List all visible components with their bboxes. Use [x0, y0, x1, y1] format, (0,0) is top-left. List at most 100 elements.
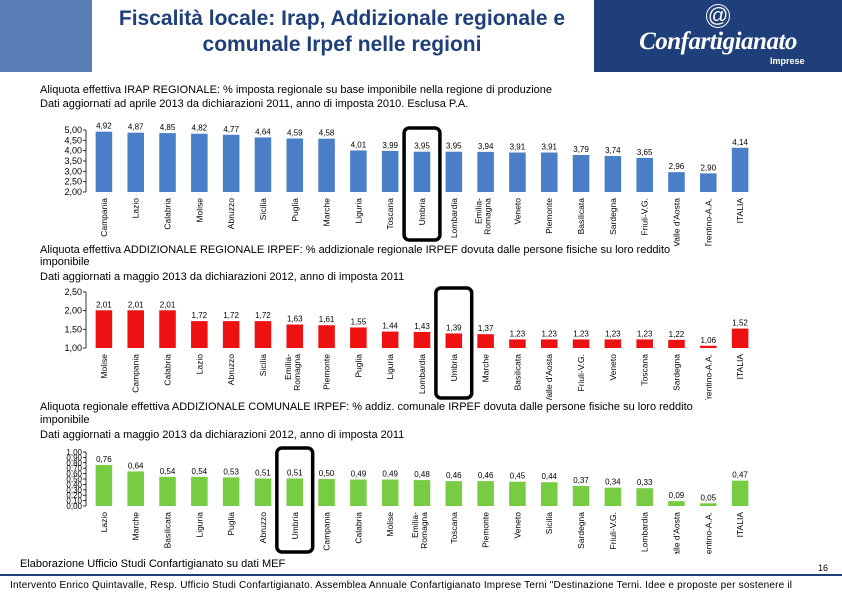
- bar-value-label: 1,23: [510, 329, 526, 338]
- bar: [254, 478, 272, 506]
- category-label: Marche: [322, 198, 332, 227]
- category-label: Romagna: [483, 198, 493, 235]
- bar-value-label: 0,48: [414, 470, 430, 479]
- page-number: 16: [818, 563, 829, 573]
- bar: [413, 331, 431, 348]
- y-tick-label: 1,50: [64, 324, 82, 334]
- bar-value-label: 2,01: [128, 300, 144, 309]
- bar: [572, 339, 590, 348]
- bar-value-label: 1,44: [382, 322, 398, 331]
- bar: [636, 488, 653, 506]
- category-label: Molise: [99, 354, 109, 379]
- category-label: Puglia: [353, 354, 363, 378]
- bar-value-label: 1,63: [287, 314, 303, 323]
- category-label: Molise: [385, 512, 395, 537]
- category-label: Marche: [131, 512, 141, 541]
- bar: [159, 133, 176, 192]
- y-tick-label: 0,20: [66, 491, 82, 500]
- logo-subtitle: Imprese: [770, 56, 805, 66]
- bar: [222, 477, 240, 506]
- com-caption-2: imponibile: [40, 414, 90, 426]
- irap-caption-1: Aliquota effettiva IRAP REGIONALE: % imp…: [40, 84, 552, 96]
- bar: [191, 476, 208, 506]
- reg-caption-2: imponibile: [40, 256, 90, 268]
- bar-value-label: 3,91: [541, 143, 557, 152]
- logo: Confartigianato: [639, 28, 797, 55]
- category-label: Sicilia: [258, 354, 268, 376]
- category-label: Emilia-: [474, 198, 484, 224]
- bar: [700, 503, 717, 506]
- highlight-frame: [434, 286, 474, 400]
- y-tick-label: 2,50: [64, 287, 82, 297]
- y-tick-label: 0,00: [66, 502, 82, 511]
- bar: [191, 321, 208, 348]
- y-tick-label: 3,50: [64, 156, 82, 166]
- bar: [604, 156, 622, 192]
- bar-value-label: 0,54: [192, 467, 208, 476]
- category-label: ITALIA: [735, 198, 745, 224]
- footer-credit: Intervento Enrico Quintavalle, Resp. Uff…: [10, 580, 793, 591]
- highlight-frame: [402, 126, 442, 242]
- bar: [381, 479, 399, 506]
- category-label: Valle d'Aosta: [671, 512, 681, 554]
- category-label: Trentino-A.A.: [703, 354, 713, 400]
- bar: [445, 151, 463, 192]
- reg-caption-1: Aliquota effettiva ADDIZIONALE REGIONALE…: [40, 244, 671, 256]
- category-label: Calabria: [163, 198, 173, 230]
- bar-value-label: 0,50: [319, 469, 335, 478]
- category-label: Campania: [322, 512, 332, 551]
- bar-value-label: 3,99: [382, 141, 398, 150]
- bar-value-label: 0,49: [382, 470, 398, 479]
- bar: [540, 339, 558, 348]
- bar-value-label: 1,22: [669, 330, 685, 339]
- bar: [350, 479, 367, 506]
- bar: [477, 481, 494, 506]
- bar: [159, 310, 176, 348]
- bar: [445, 333, 463, 348]
- bar-value-label: 0,46: [478, 471, 494, 480]
- bar: [381, 331, 399, 348]
- bar: [668, 172, 685, 192]
- bar-value-label: 1,72: [192, 311, 208, 320]
- category-label: Toscana: [385, 198, 395, 230]
- y-tick-label: 4,00: [64, 146, 82, 156]
- bar: [604, 487, 622, 506]
- bar: [254, 137, 272, 192]
- com-caption-1: Aliquota regionale effettiva ADDIZIONALE…: [40, 401, 693, 413]
- bar-value-label: 1,37: [478, 324, 494, 333]
- bar-value-label: 0,46: [446, 471, 462, 480]
- bar: [95, 131, 113, 192]
- category-label: Valle d'Aosta: [544, 354, 554, 400]
- bar: [540, 152, 558, 192]
- category-label: Basilicata: [163, 512, 173, 549]
- bar-value-label: 0,51: [255, 468, 271, 477]
- y-tick-label: 2,00: [64, 187, 82, 197]
- bar: [318, 138, 335, 192]
- category-label: Marche: [481, 354, 491, 383]
- bar-value-label: 0,34: [605, 478, 621, 487]
- bar: [159, 476, 176, 506]
- bar-value-label: 4,92: [96, 122, 112, 131]
- category-label: Sicilia: [258, 198, 268, 220]
- bar: [191, 133, 208, 192]
- bar-value-label: 4,14: [732, 138, 748, 147]
- bar-value-label: 1,72: [255, 311, 271, 320]
- bar-value-label: 1,43: [414, 322, 430, 331]
- bar: [636, 339, 653, 348]
- category-label: Piemonte: [322, 354, 332, 390]
- bar-value-label: 1,39: [446, 323, 462, 332]
- bar: [318, 479, 335, 506]
- bar: [445, 481, 463, 506]
- category-label: ITALIA: [735, 354, 745, 380]
- y-tick-label: 4,50: [64, 135, 82, 145]
- bar: [604, 339, 622, 348]
- category-label: Basilicata: [512, 354, 522, 391]
- bar: [127, 132, 144, 192]
- category-label: Sicilia: [544, 512, 554, 534]
- page-title: Fiscalità locale: Irap, Addizionale regi…: [118, 7, 566, 56]
- bar-value-label: 0,47: [732, 471, 748, 480]
- irap-caption-2: Dati aggiornati ad aprile 2013 da dichia…: [40, 98, 469, 110]
- y-tick-label: 1,00: [66, 448, 82, 457]
- y-tick-label: 2,50: [64, 177, 82, 187]
- bar-value-label: 0,45: [510, 472, 526, 481]
